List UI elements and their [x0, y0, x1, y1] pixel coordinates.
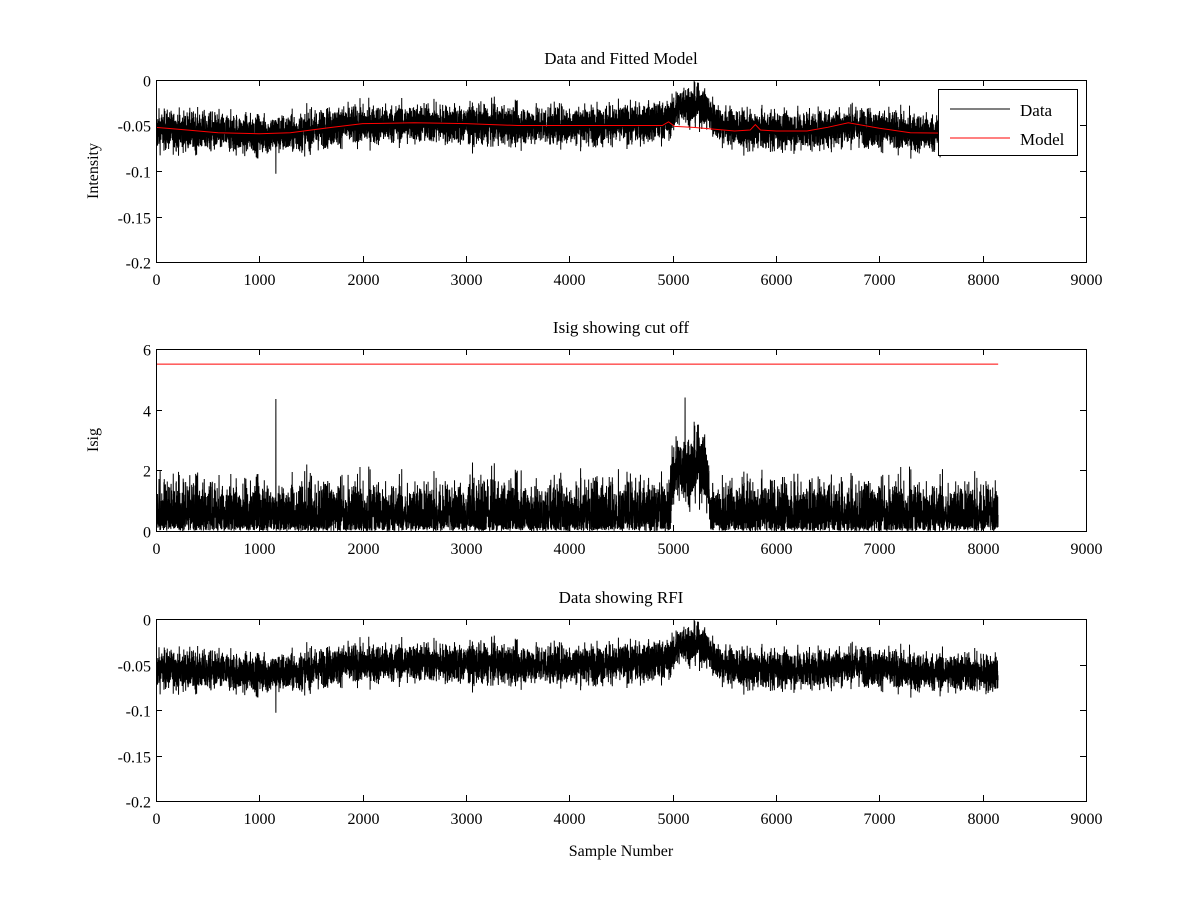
- x-tick-label: 8000: [968, 541, 1000, 558]
- y-tick-label: 0: [143, 525, 151, 542]
- x-tick-label: 0: [153, 541, 161, 558]
- y-tick-label: -0.15: [118, 750, 151, 767]
- legend-label-data: Data: [1020, 101, 1053, 120]
- x-tick-label: 3000: [451, 272, 483, 289]
- x-tick-label: 4000: [554, 541, 586, 558]
- x-tick-label: 5000: [658, 541, 690, 558]
- subplot-3: 0 1000 2000 3000 4000 5000 6000 7000 8000 90000-0…: [118, 588, 1103, 860]
- x-tick-label: 2000: [348, 811, 380, 828]
- y-tick-label: -0.1: [126, 165, 151, 182]
- x-tick-label: 7000: [864, 541, 896, 558]
- x-tick-label: 9000: [1071, 811, 1103, 828]
- y-tick-label: -0.2: [126, 795, 151, 812]
- x-tick-label: 6000: [761, 811, 793, 828]
- legend-label-model: Model: [1020, 130, 1065, 149]
- x-tick-label: 9000: [1071, 541, 1103, 558]
- y-tick-label: -0.15: [118, 211, 151, 228]
- x-tick-label: 2000: [348, 272, 380, 289]
- x-tick-label: 2000: [348, 541, 380, 558]
- legend-box: [938, 89, 1078, 156]
- y-tick-label: 4: [143, 404, 151, 421]
- subplot-title: Data showing RFI: [559, 588, 684, 607]
- series-data-line: [156, 619, 999, 713]
- x-tick-label: 3000: [451, 811, 483, 828]
- subplot-1: 0 1000 2000 3000 4000 5000 6000 7000 8000 90000-0…: [85, 49, 1103, 289]
- y-tick-label: 0: [143, 613, 151, 630]
- subplot-title: Data and Fitted Model: [544, 49, 698, 68]
- y-axis-label: Isig: [85, 428, 102, 452]
- x-tick-label: 7000: [864, 811, 896, 828]
- series-data-line: [156, 397, 999, 531]
- x-tick-label: 6000: [761, 272, 793, 289]
- legend: Data Model: [938, 89, 1078, 156]
- x-tick-label: 8000: [968, 272, 1000, 289]
- y-axis-label: Intensity: [85, 143, 102, 199]
- y-tick-label: 6: [143, 343, 151, 360]
- x-tick-label: 6000: [761, 541, 793, 558]
- x-tick-label: 4000: [554, 272, 586, 289]
- x-tick-label: 5000: [658, 272, 690, 289]
- x-tick-label: 4000: [554, 811, 586, 828]
- series-data-line: [156, 80, 999, 174]
- x-tick-label: 9000: [1071, 272, 1103, 289]
- y-tick-label: -0.05: [118, 659, 151, 676]
- x-axis-label: Sample Number: [569, 843, 674, 860]
- x-tick-label: 5000: [658, 811, 690, 828]
- x-tick-label: 7000: [864, 272, 896, 289]
- x-tick-label: 0: [153, 811, 161, 828]
- subplot-2: 0 1000 2000 3000 4000 5000 6000 7000 8000 9000 6 4 2…: [85, 318, 1103, 558]
- x-tick-label: 0: [153, 272, 161, 289]
- y-tick-label: 2: [143, 464, 151, 481]
- y-tick-label: -0.2: [126, 256, 151, 273]
- x-tick-label: 3000: [451, 541, 483, 558]
- subplot-title: Isig showing cut off: [553, 318, 689, 337]
- axes-frame: [156, 619, 1087, 802]
- x-tick-label: 8000: [968, 811, 1000, 828]
- x-tick-label: 1000: [244, 541, 276, 558]
- x-tick-label: 1000: [244, 272, 276, 289]
- y-tick-label: -0.05: [118, 119, 151, 136]
- axes-frame: [156, 349, 1087, 532]
- series-model-line: [156, 121, 999, 135]
- x-tick-label: 1000: [244, 811, 276, 828]
- y-tick-label: -0.1: [126, 704, 151, 721]
- y-tick-label: 0: [143, 74, 151, 91]
